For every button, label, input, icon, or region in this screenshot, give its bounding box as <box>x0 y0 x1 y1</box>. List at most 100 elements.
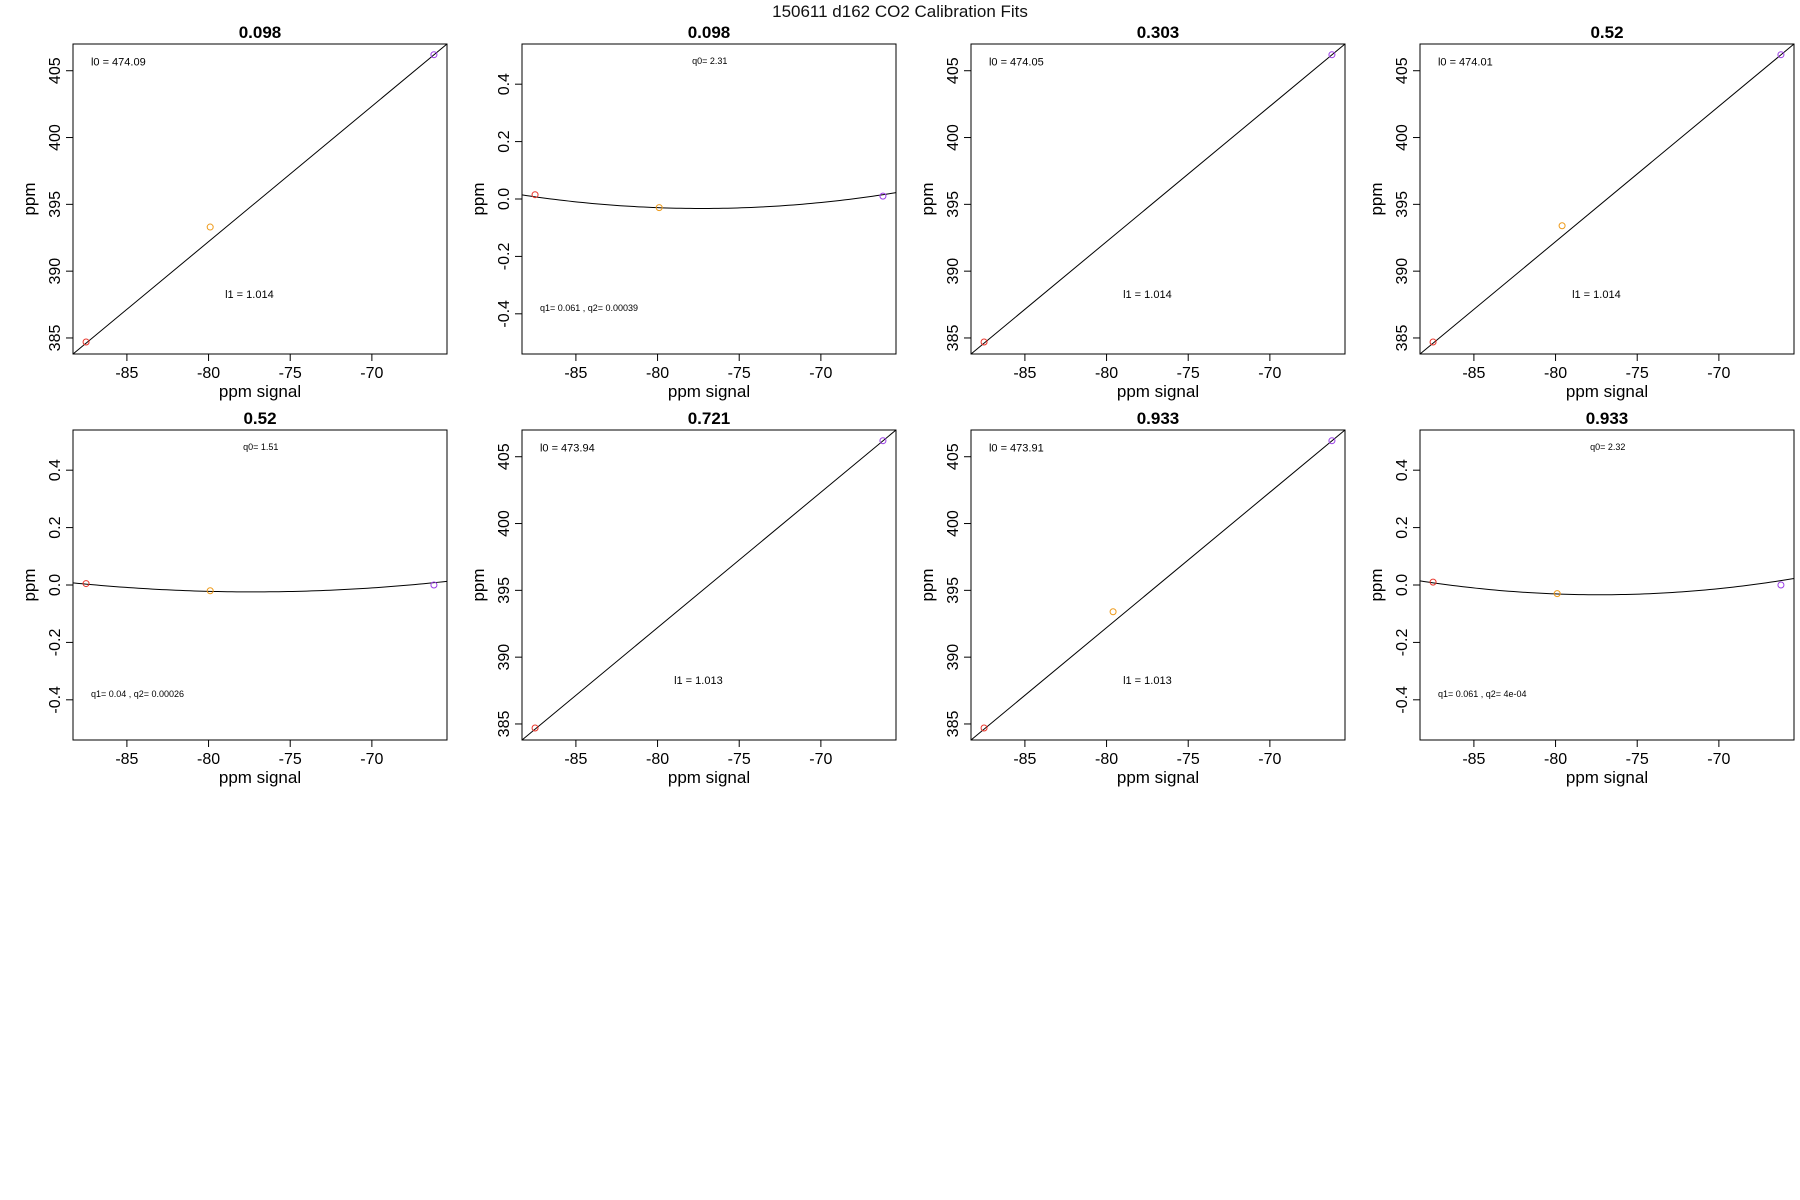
panel-3-y-tick-label: 385 <box>945 325 962 352</box>
panel-6-point-purple <box>879 437 887 445</box>
panel-7-y-tick-label: 385 <box>945 711 962 738</box>
panel-5-y-tick-label: -0.2 <box>47 629 64 657</box>
panel-2-x-tick-label: -80 <box>646 365 669 382</box>
panel-8-y-tick-label: 0.0 <box>1394 574 1411 596</box>
panel-7-x-tick-label: -80 <box>1095 751 1118 768</box>
panel-1-fit-line <box>73 44 447 354</box>
panel-4-point-purple <box>1777 51 1785 59</box>
panel-1-x-tick-label: -70 <box>360 365 383 382</box>
panel-4-y-tick-label: 405 <box>1394 57 1411 84</box>
panel-4-x-tick-label: -75 <box>1626 365 1649 382</box>
panel-8-fit-curve <box>1420 578 1794 596</box>
panel-8-x-axis-label: ppm signal <box>1566 768 1648 787</box>
panel-2-point-orange <box>655 204 663 212</box>
panel-8-point-purple <box>1777 581 1785 589</box>
panel-3-x-axis-label: ppm signal <box>1117 382 1199 401</box>
panel-8-annotation: q0= 2.32 <box>1590 442 1625 452</box>
panel-8-annotation: q1= 0.061 , q2= 4e-04 <box>1438 689 1527 699</box>
panel-7-annotation: l1 = 1.013 <box>1123 675 1172 687</box>
panel-8-point-orange <box>1553 590 1561 598</box>
panel-6-y-tick-label: 390 <box>496 644 513 671</box>
panel-7-x-tick-label: -70 <box>1258 751 1281 768</box>
panel-2-x-tick-label: -70 <box>809 365 832 382</box>
panel-4-y-axis-label: ppm <box>1367 182 1386 215</box>
panel-4-x-axis-label: ppm signal <box>1566 382 1648 401</box>
panel-8-title: 0.933 <box>1586 409 1629 428</box>
panel-1-point-orange <box>206 223 214 231</box>
panel-4-annotation: l0 = 474.01 <box>1438 56 1493 68</box>
panel-6-x-tick-label: -85 <box>564 751 587 768</box>
panel-2-x-tick-label: -85 <box>564 365 587 382</box>
panel-4-x-tick-label: -70 <box>1707 365 1730 382</box>
panel-7-x-tick-label: -85 <box>1013 751 1036 768</box>
panel-5-x-tick-label: -80 <box>197 751 220 768</box>
panel-7-point-orange <box>1109 608 1117 616</box>
panel-2-x-axis-label: ppm signal <box>668 382 750 401</box>
panel-1-frame <box>72 43 448 355</box>
panel-1-point-red <box>82 338 90 346</box>
panel-3-fit-line <box>971 44 1345 354</box>
panel-4-point-red <box>1429 338 1437 346</box>
panel-1-annotation: l0 = 474.09 <box>91 56 146 68</box>
panel-6-y-tick-label: 400 <box>496 510 513 537</box>
panel-5-annotation: q0= 1.51 <box>243 442 278 452</box>
panel-6-fit-line <box>522 430 896 740</box>
panel-1-y-tick-label: 405 <box>47 57 64 84</box>
panel-2-y-tick-label: -0.2 <box>496 243 513 271</box>
panel-5-x-axis-label: ppm signal <box>219 768 301 787</box>
panel-3-y-tick-label: 400 <box>945 124 962 151</box>
panel-5-fit-curve <box>73 580 447 593</box>
panel-5-y-tick-label: 0.0 <box>47 574 64 596</box>
panel-7-y-tick-label: 405 <box>945 443 962 470</box>
panel-1-x-axis-label: ppm signal <box>219 382 301 401</box>
panel-1-point-purple <box>430 51 438 59</box>
panel-7-y-tick-label: 390 <box>945 644 962 671</box>
panel-6-annotation: l1 = 1.013 <box>674 675 723 687</box>
panel-3-annotation: l0 = 474.05 <box>989 56 1044 68</box>
panel-7-point-red <box>980 724 988 732</box>
panel-5-y-tick-label: 0.4 <box>47 459 64 481</box>
panel-4-point-orange <box>1558 222 1566 230</box>
panel-6-x-tick-label: -75 <box>728 751 751 768</box>
panel-5-y-axis-label: ppm <box>20 568 39 601</box>
panel-1-y-tick-label: 400 <box>47 124 64 151</box>
panel-8-y-tick-label: 0.2 <box>1394 516 1411 538</box>
panel-4-y-tick-label: 385 <box>1394 325 1411 352</box>
panel-5-point-purple <box>430 581 438 589</box>
panel-3-x-tick-label: -80 <box>1095 365 1118 382</box>
panel-2-point-red <box>531 191 539 199</box>
panel-2-point-purple <box>879 192 887 200</box>
panel-7-y-tick-label: 395 <box>945 577 962 604</box>
panel-4-title: 0.52 <box>1590 23 1623 42</box>
panel-4-fit-line <box>1420 44 1794 354</box>
panel-7-y-axis-label: ppm <box>918 568 937 601</box>
panel-8-x-tick-label: -75 <box>1626 751 1649 768</box>
panel-6-annotation: l0 = 473.94 <box>540 442 595 454</box>
panel-5-point-red <box>82 580 90 588</box>
panel-4-annotation: l1 = 1.014 <box>1572 289 1621 301</box>
panel-2-title: 0.098 <box>688 23 731 42</box>
panel-3-annotation: l1 = 1.014 <box>1123 289 1172 301</box>
panel-5-y-tick-label: 0.2 <box>47 516 64 538</box>
panel-1-y-tick-label: 390 <box>47 258 64 285</box>
panel-6-y-tick-label: 395 <box>496 577 513 604</box>
panel-5-y-tick-label: -0.4 <box>47 686 64 714</box>
panel-8-y-tick-label: 0.4 <box>1394 459 1411 481</box>
panel-8-y-tick-label: -0.2 <box>1394 629 1411 657</box>
panel-8-y-tick-label: -0.4 <box>1394 686 1411 714</box>
panel-7-point-purple <box>1328 437 1336 445</box>
panel-8-x-tick-label: -70 <box>1707 751 1730 768</box>
panel-6-title: 0.721 <box>688 409 731 428</box>
panel-7-x-axis-label: ppm signal <box>1117 768 1199 787</box>
panel-5-x-tick-label: -70 <box>360 751 383 768</box>
panel-3-y-tick-label: 390 <box>945 258 962 285</box>
panel-6-x-tick-label: -70 <box>809 751 832 768</box>
panel-1-y-tick-label: 385 <box>47 325 64 352</box>
panel-8-y-axis-label: ppm <box>1367 568 1386 601</box>
panel-6-point-red <box>531 724 539 732</box>
panel-2-y-tick-label: 0.2 <box>496 130 513 152</box>
panel-4-x-tick-label: -85 <box>1462 365 1485 382</box>
panel-2-y-tick-label: -0.4 <box>496 300 513 328</box>
panel-2-annotation: q0= 2.31 <box>692 56 727 66</box>
